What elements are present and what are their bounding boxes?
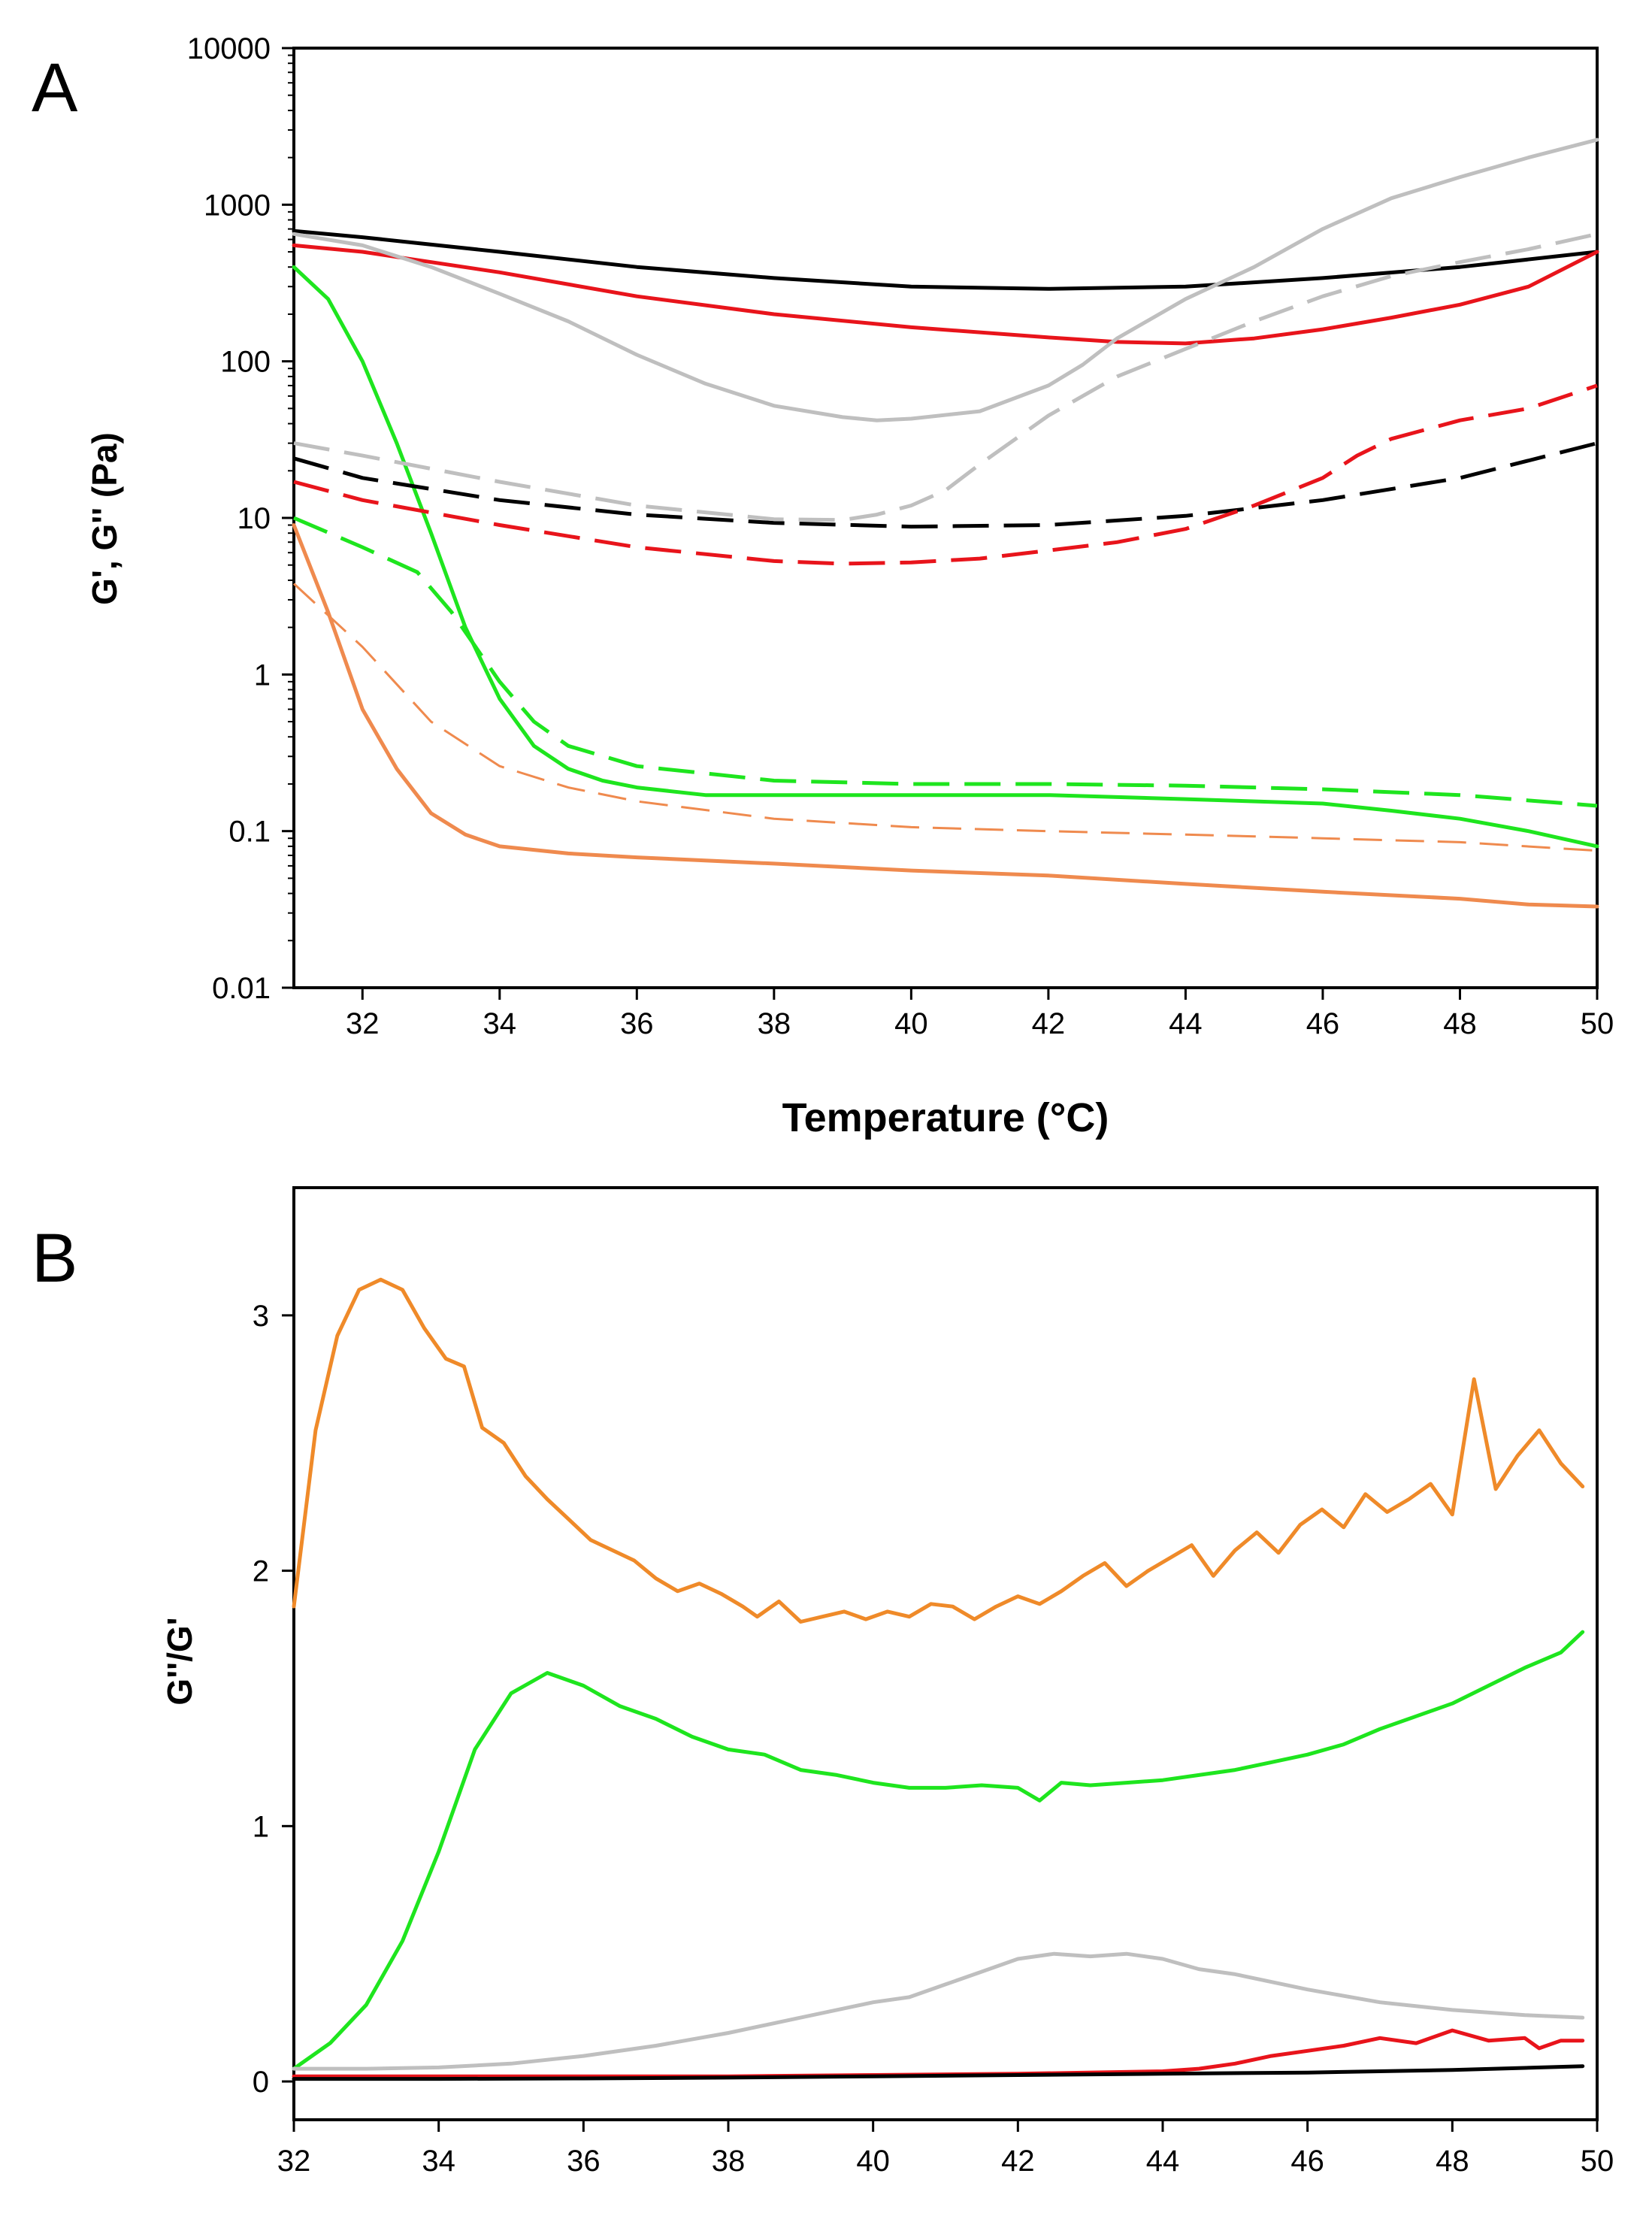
panel-b-series-green	[292, 1630, 1585, 2071]
panel-a-y-tick-label: 10000	[187, 32, 271, 65]
panel-b-y-tick-label: 3	[253, 1300, 269, 1333]
panel-letter-b: B	[32, 1220, 77, 1297]
panel-b-x-tick-label: 42	[1001, 2145, 1035, 2178]
panel-a-x-tick-label: 38	[758, 1007, 791, 1040]
panel-a-series-orange-g	[292, 583, 1598, 852]
panel-b-y-axis-title: G''/G'	[160, 1617, 199, 1705]
panel-b-y-tick-label: 0	[253, 2066, 269, 2099]
panel-b-frame	[292, 1186, 1599, 2121]
panel-a-y-tick-label: 0.1	[228, 816, 271, 849]
panel-b-series	[292, 1277, 1585, 2081]
panel-b-x-tick-label: 34	[422, 2145, 455, 2178]
panel-b-series-black	[292, 2064, 1585, 2081]
panel-a-y-tick-label: 1000	[204, 189, 271, 222]
panel-a-y-tick-label: 100	[220, 346, 271, 379]
panel-a-chart: 0.01 0.1 1 10 100 1000 10000 32 34 36 38 40 42 44 46 4…	[85, 32, 1614, 1140]
panel-a-series-green-g	[292, 265, 1599, 849]
panel-b-y-tick-label: 2	[253, 1555, 269, 1588]
panel-a-series-gray-g	[292, 138, 1599, 422]
panel-a-series-red-g	[292, 243, 1599, 346]
panel-b-x-tick-label: 50	[1581, 2145, 1614, 2178]
panel-a-series	[292, 138, 1599, 909]
panel-a-x-tick-label: 44	[1169, 1007, 1203, 1040]
panel-a-series-green-g	[293, 516, 1598, 808]
panel-a-series-red-g	[293, 383, 1598, 566]
panel-a-y-tick-label: 10	[238, 502, 271, 535]
panel-b-x-tick-label: 36	[567, 2145, 601, 2178]
panel-a-x-tick-label: 36	[620, 1007, 654, 1040]
panel-a-x-tick-label: 46	[1306, 1007, 1340, 1040]
panel-a-x-tick-label: 50	[1581, 1007, 1614, 1040]
panel-a-x-tick-label: 32	[346, 1007, 380, 1040]
panel-b-x-tick-label: 44	[1146, 2145, 1180, 2178]
panel-a-x-tick-label: 42	[1032, 1007, 1066, 1040]
panel-b-x-tick-label: 38	[712, 2145, 746, 2178]
panel-b-x-tick-label: 46	[1290, 2145, 1324, 2178]
panel-a-y-axis: 0.01 0.1 1 10 100 1000 10000	[187, 32, 294, 1005]
panel-a-y-tick-label: 0.01	[212, 972, 271, 1005]
panel-b-x-tick-label: 48	[1436, 2145, 1469, 2178]
panel-b-series-orange	[292, 1277, 1585, 1624]
panel-b-series-gray	[292, 1951, 1585, 2071]
panel-a-series-black-g	[292, 229, 1599, 291]
panel-b-y-axis: 0 1 2 3	[253, 1300, 294, 2099]
panel-a-y-axis-title: G', G'' (Pa)	[85, 432, 124, 605]
panel-a-x-tick-label: 48	[1443, 1007, 1477, 1040]
panel-a-x-axis: 32 34 36 38 40 42 44 46 48 50	[346, 988, 1614, 1040]
panel-b-x-tick-label: 40	[856, 2145, 890, 2178]
panel-a-x-axis-title: Temperature (°C)	[782, 1095, 1109, 1140]
panel-b-y-tick-label: 1	[253, 1810, 269, 1843]
panel-a-x-tick-label: 34	[483, 1007, 517, 1040]
panel-a-x-tick-label: 40	[894, 1007, 928, 1040]
panel-b-chart: 0 1 2 3 32 34 36 38 40 42 44 46 48 50 G''/G'	[160, 1186, 1614, 2178]
panel-letter-a: A	[32, 50, 78, 126]
panel-b-x-tick-label: 32	[277, 2145, 311, 2178]
panel-a-series-black-g	[293, 441, 1598, 529]
panel-a-series-orange-g	[292, 523, 1599, 909]
panel-b-x-axis: 32 34 36 38 40 42 44 46 48 50	[277, 2120, 1614, 2178]
panel-a-y-tick-label: 1	[254, 658, 271, 692]
